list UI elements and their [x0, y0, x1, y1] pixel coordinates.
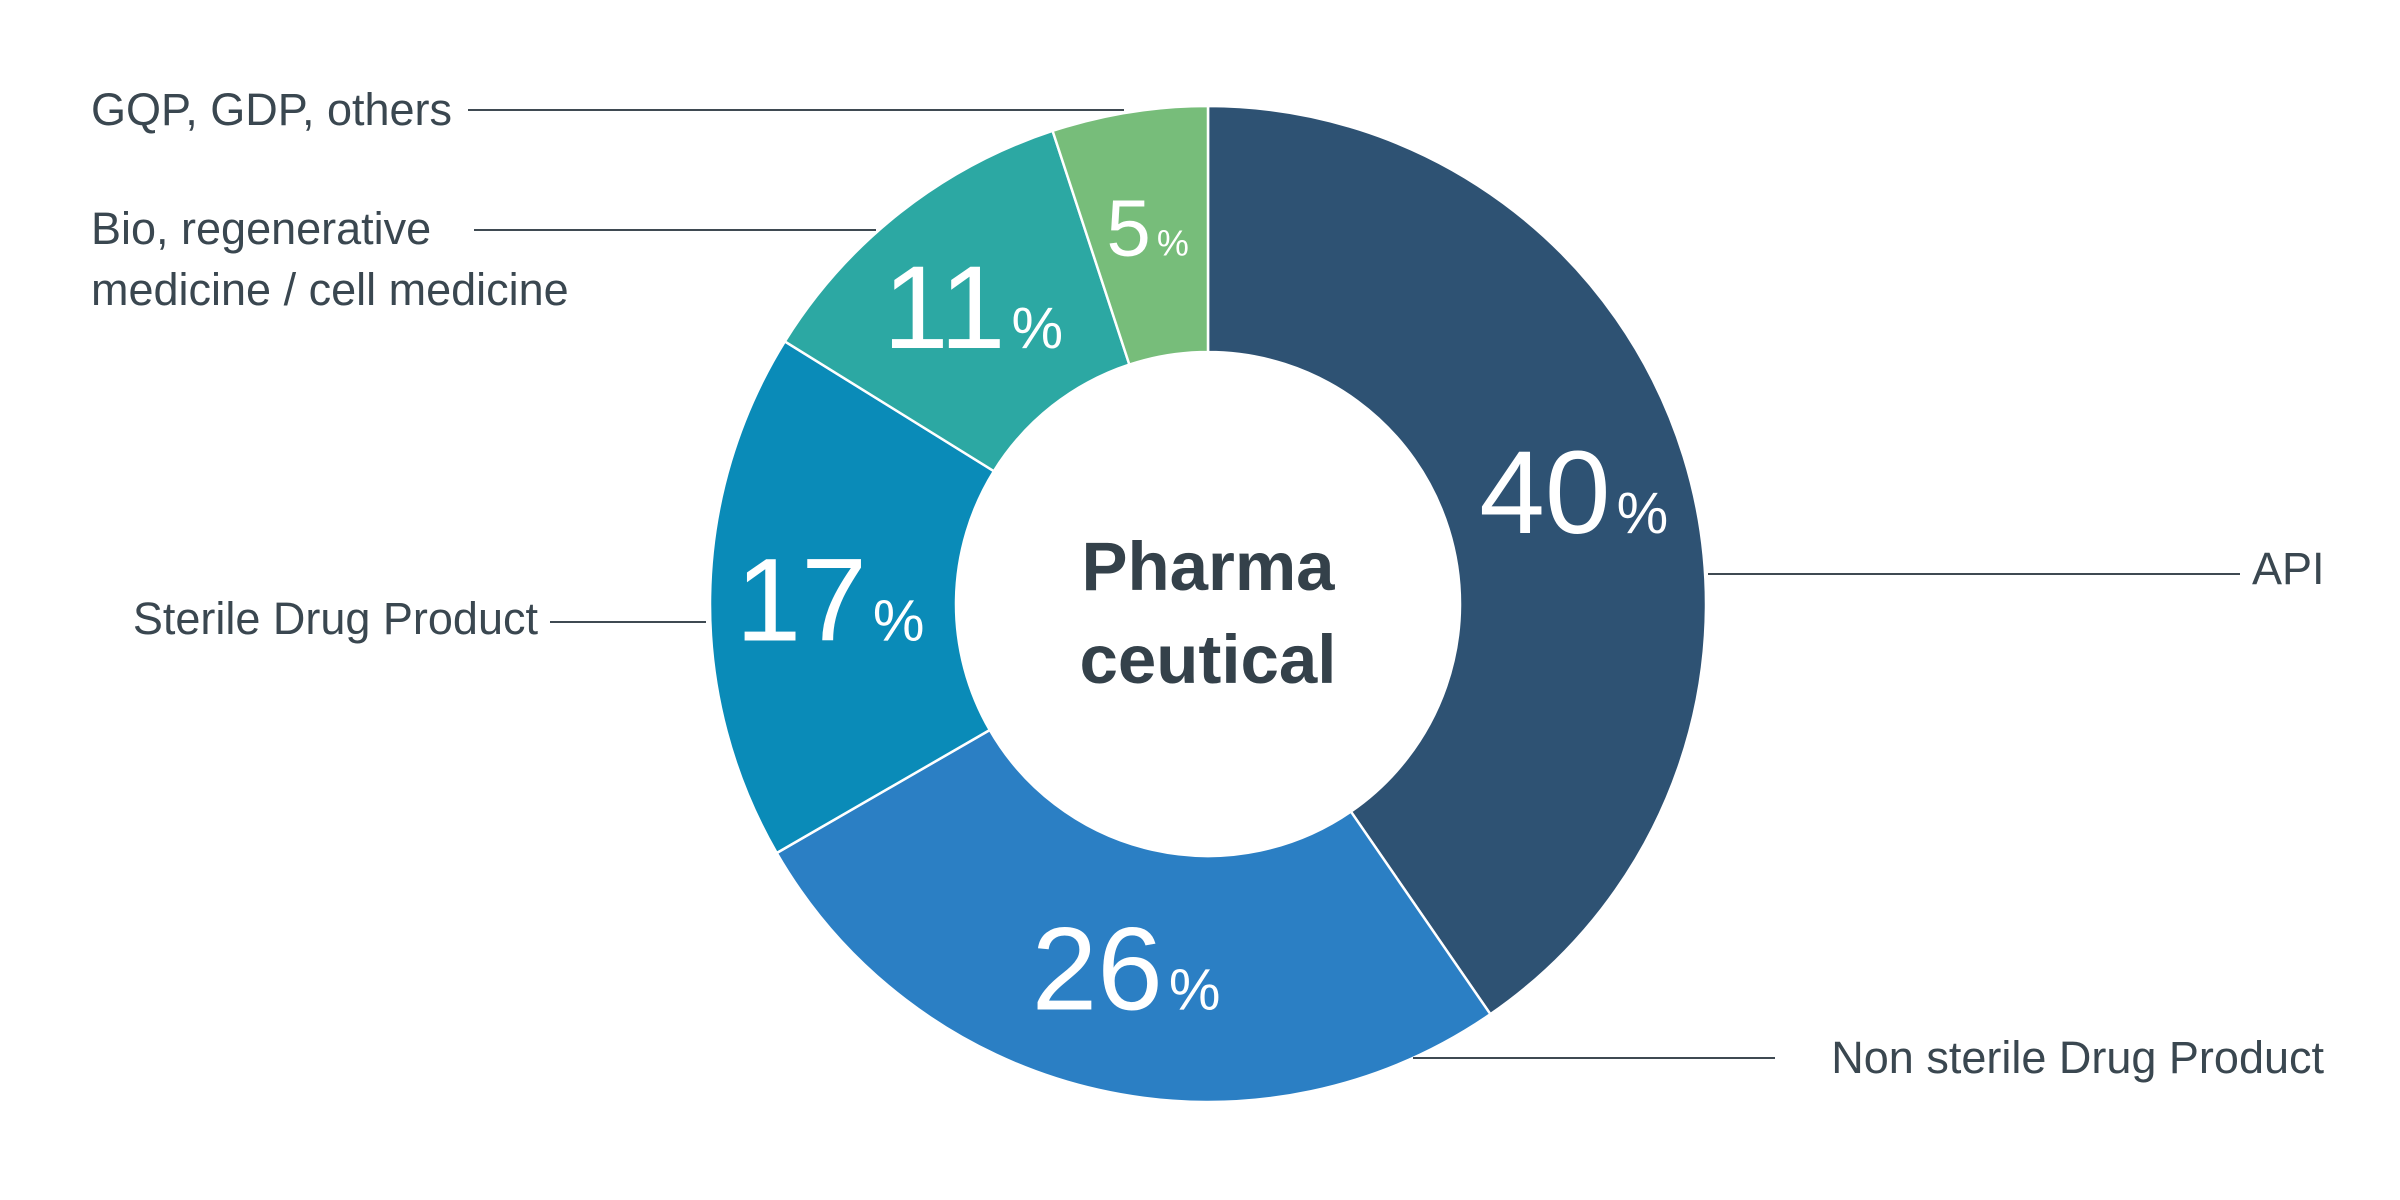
slice-category-label: Non sterile Drug Product [1831, 1032, 2324, 1083]
donut-slice [708, 339, 996, 855]
donut-slices [708, 104, 1708, 1104]
category-labels: API Non sterile Drug Product Sterile Drug … [91, 84, 2325, 1083]
slice-category-label: GQP, GDP, others [91, 84, 452, 135]
slice-value-label: 11% [883, 242, 1063, 374]
center-label-line-2: ceutical [1080, 621, 1337, 698]
donut-slice [1051, 104, 1210, 367]
slice-category-label: Bio, regenerative [91, 203, 431, 254]
donut-slice [783, 129, 1131, 473]
value-labels: 40 % 26 % 17 % 11 % 5% [736, 184, 1669, 1036]
slice-value-label: 40% [1479, 427, 1668, 559]
slice-category-label: API [2252, 543, 2325, 594]
slice-category-label: Sterile Drug Product [133, 593, 539, 644]
slice-value-label: 5% [1106, 184, 1189, 273]
slice-value-label: 17% [736, 534, 925, 666]
slice-category-label: medicine / cell medicine [91, 264, 569, 315]
slice-value-label: 26% [1032, 903, 1221, 1035]
donut-slice [775, 728, 1493, 1104]
leader-lines [468, 109, 2240, 1059]
donut-slice [1206, 104, 1708, 1016]
center-label-line-1: Pharma [1081, 528, 1335, 605]
